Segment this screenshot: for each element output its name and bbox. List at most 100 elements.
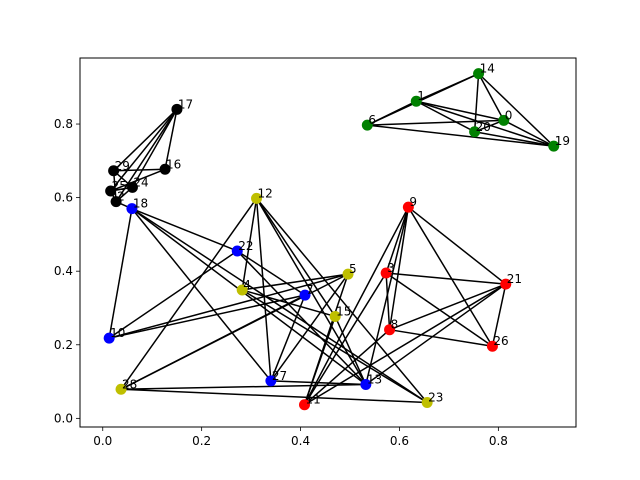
edge-5-11 xyxy=(303,273,349,405)
node-27 xyxy=(265,375,277,387)
edge-10-5 xyxy=(108,273,349,339)
node-22 xyxy=(231,245,243,257)
node-12 xyxy=(251,192,263,204)
node-label-20: 20 xyxy=(476,120,491,134)
edge-10-7 xyxy=(109,294,306,339)
edge-18-13 xyxy=(131,208,367,386)
edge-21-13 xyxy=(365,283,507,386)
edge-29-16 xyxy=(113,168,166,172)
node-label-8: 8 xyxy=(391,318,399,332)
edge-21-11 xyxy=(304,283,507,406)
node-label-3: 3 xyxy=(387,261,395,275)
edge-4-12 xyxy=(241,198,258,291)
node-label-7: 7 xyxy=(306,283,314,297)
node-13 xyxy=(360,379,372,391)
edge-6-19 xyxy=(367,124,554,147)
edge-14-0 xyxy=(477,73,505,121)
node-label-26: 26 xyxy=(493,334,508,348)
edge-9-3 xyxy=(385,206,410,274)
edge-3-21 xyxy=(386,272,506,285)
node-label-14: 14 xyxy=(480,62,495,76)
y-tick-label: 0.8 xyxy=(54,117,73,131)
node-9 xyxy=(402,201,414,213)
node-label-1: 1 xyxy=(417,89,425,103)
edge-9-26 xyxy=(407,206,494,347)
edge-12-23 xyxy=(255,197,428,404)
node-label-21: 21 xyxy=(507,272,522,286)
node-10 xyxy=(103,332,115,344)
node-label-13: 13 xyxy=(367,373,382,387)
edge-9-11 xyxy=(303,206,410,406)
node-23 xyxy=(421,397,433,409)
edge-20-19 xyxy=(474,131,554,147)
edge-25-16 xyxy=(110,168,166,192)
node-label-18: 18 xyxy=(133,197,148,211)
edge-18-22 xyxy=(131,207,238,252)
edge-12-15 xyxy=(255,197,336,317)
node-label-15: 15 xyxy=(336,304,351,318)
edge-7-27 xyxy=(270,294,306,382)
edge-11-8 xyxy=(304,329,391,406)
edge-6-0 xyxy=(367,119,504,126)
node-7 xyxy=(299,289,311,301)
x-tick-label: 0.2 xyxy=(192,434,211,448)
edge-1-19 xyxy=(416,100,554,147)
x-tick-label: 0.8 xyxy=(489,434,508,448)
edge-15-13 xyxy=(334,316,367,385)
edge-4-5 xyxy=(242,273,349,291)
edge-1-20 xyxy=(415,100,475,133)
edge-1-0 xyxy=(416,100,504,122)
node-label-10: 10 xyxy=(110,326,125,340)
node-15 xyxy=(329,310,341,322)
node-25 xyxy=(105,185,117,197)
edge-17-16 xyxy=(164,109,178,170)
x-tick-label: 0.6 xyxy=(390,434,409,448)
node-label-17: 17 xyxy=(178,97,193,111)
node-label-29: 29 xyxy=(115,159,130,173)
node-label-4: 4 xyxy=(243,278,251,292)
node-6 xyxy=(361,119,373,131)
edge-28-23 xyxy=(121,388,428,404)
node-5 xyxy=(342,268,354,280)
edge-9-21 xyxy=(407,206,507,285)
node-label-6: 6 xyxy=(368,113,376,127)
axes-frame xyxy=(79,57,577,428)
node-4 xyxy=(236,284,248,296)
x-tick-label: 0.4 xyxy=(291,434,310,448)
edge-27-12 xyxy=(255,198,272,381)
node-layer xyxy=(103,68,560,411)
x-tick-label: 0.0 xyxy=(93,434,112,448)
edge-8-21 xyxy=(389,283,507,331)
node-0 xyxy=(498,114,510,126)
node-20 xyxy=(469,126,481,138)
node-14 xyxy=(473,68,485,80)
y-tick-label: 0.6 xyxy=(54,191,73,205)
node-label-24: 24 xyxy=(133,175,148,189)
edge-17-29 xyxy=(113,108,178,172)
edge-1-6 xyxy=(366,100,417,126)
node-17 xyxy=(171,103,183,115)
y-tick-label: 0.2 xyxy=(54,338,73,352)
node-26 xyxy=(486,340,498,352)
node-label-11: 11 xyxy=(306,393,321,407)
node-label-layer: 0123456789101112131415161718192021222324… xyxy=(110,62,570,407)
edge-28-13 xyxy=(121,383,366,391)
node-label-5: 5 xyxy=(349,262,357,276)
edge-21-26 xyxy=(491,283,507,347)
edge-22-13 xyxy=(236,250,367,386)
edge-8-26 xyxy=(389,328,493,347)
node-18 xyxy=(126,203,138,215)
node-label-27: 27 xyxy=(272,369,287,383)
edge-17-2 xyxy=(115,108,178,203)
node-21 xyxy=(500,278,512,290)
node-28 xyxy=(115,383,127,395)
node-8 xyxy=(384,324,396,336)
node-24 xyxy=(126,181,138,193)
node-16 xyxy=(159,163,171,175)
node-label-2: 2 xyxy=(117,190,125,204)
node-label-0: 0 xyxy=(505,108,513,122)
node-label-22: 22 xyxy=(238,239,253,253)
edge-4-15 xyxy=(241,289,336,318)
edge-17-24 xyxy=(131,108,178,188)
